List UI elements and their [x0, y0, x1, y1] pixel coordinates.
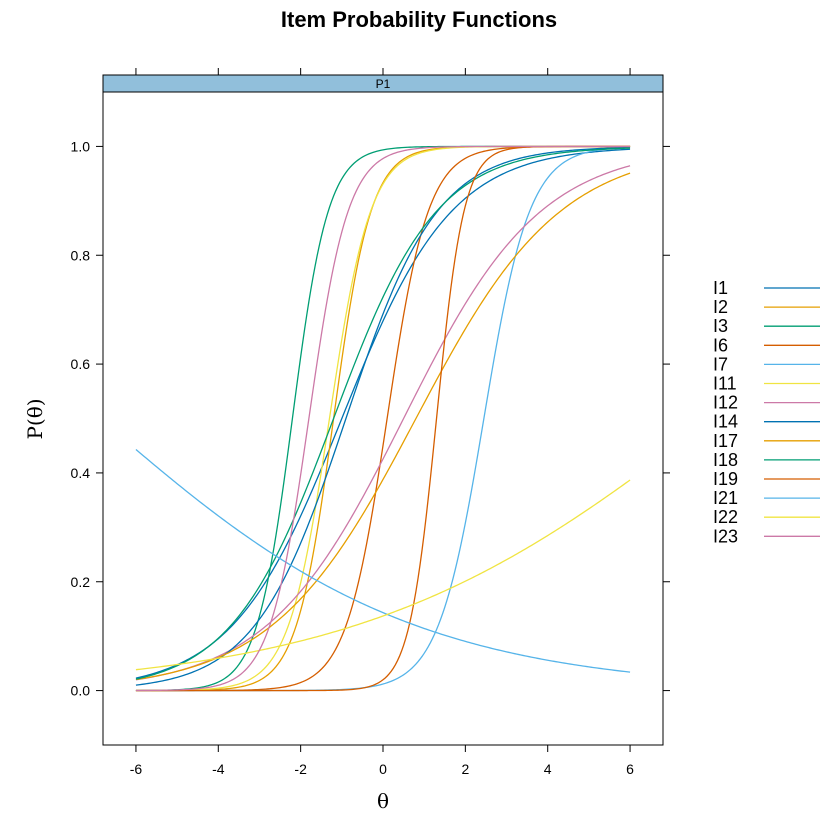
x-tick-label: 2	[461, 761, 469, 777]
curve-i17	[135, 172, 631, 681]
curve-i12	[135, 165, 631, 681]
x-tick-label: 6	[626, 761, 634, 777]
legend-label-i1: I1	[713, 278, 728, 298]
y-tick-label: 0.4	[71, 465, 91, 481]
curve-i23	[135, 145, 631, 692]
legend-label-i2: I2	[713, 297, 728, 317]
y-tick-label: 1.0	[71, 138, 91, 154]
y-tick-label: 0.8	[71, 247, 91, 263]
curve-i1	[135, 148, 631, 679]
curve-i21	[135, 448, 631, 673]
y-tick-label: 0.0	[71, 683, 91, 699]
curve-i11	[135, 145, 631, 692]
legend-label-i21: I21	[713, 488, 738, 508]
y-tick-label: 0.6	[71, 356, 91, 372]
curve-i14	[135, 146, 631, 686]
curve-i6	[135, 145, 631, 692]
x-axis-label: θ	[377, 789, 389, 813]
curves	[135, 145, 631, 692]
legend-label-i7: I7	[713, 354, 728, 374]
legend-label-i17: I17	[713, 431, 738, 451]
y-axis-label: P(θ)	[23, 398, 47, 439]
x-tick-label: 4	[544, 761, 552, 777]
legend-label-i14: I14	[713, 412, 738, 432]
y-tick-label: 0.2	[71, 574, 91, 590]
x-tick-label: -2	[294, 761, 307, 777]
legend-label-i23: I23	[713, 526, 738, 546]
chart-title: Item Probability Functions	[281, 7, 557, 32]
curve-i3	[135, 145, 631, 692]
x-tick-label: -4	[212, 761, 225, 777]
curve-i7	[135, 146, 631, 692]
curve-i19	[135, 145, 631, 692]
legend-label-i3: I3	[713, 316, 728, 336]
legend-label-i19: I19	[713, 469, 738, 489]
x-tick-label: -6	[130, 761, 143, 777]
axis-ticks: -6 -4 -2 0 2 4 6 0.0 0.2 0.4 0.6 0.8 1.0	[71, 68, 670, 777]
legend-label-i22: I22	[713, 507, 738, 527]
curve-i22	[135, 479, 631, 671]
legend-label-i6: I6	[713, 335, 728, 355]
legend-label-i11: I11	[713, 374, 737, 394]
legend-label-i18: I18	[713, 450, 738, 470]
legend-label-i12: I12	[713, 393, 738, 413]
curve-i18	[135, 147, 631, 680]
x-tick-label: 0	[379, 761, 387, 777]
curve-i2	[135, 145, 631, 692]
panel-strip-label: P1	[376, 77, 391, 91]
plot-frame	[102, 91, 664, 746]
